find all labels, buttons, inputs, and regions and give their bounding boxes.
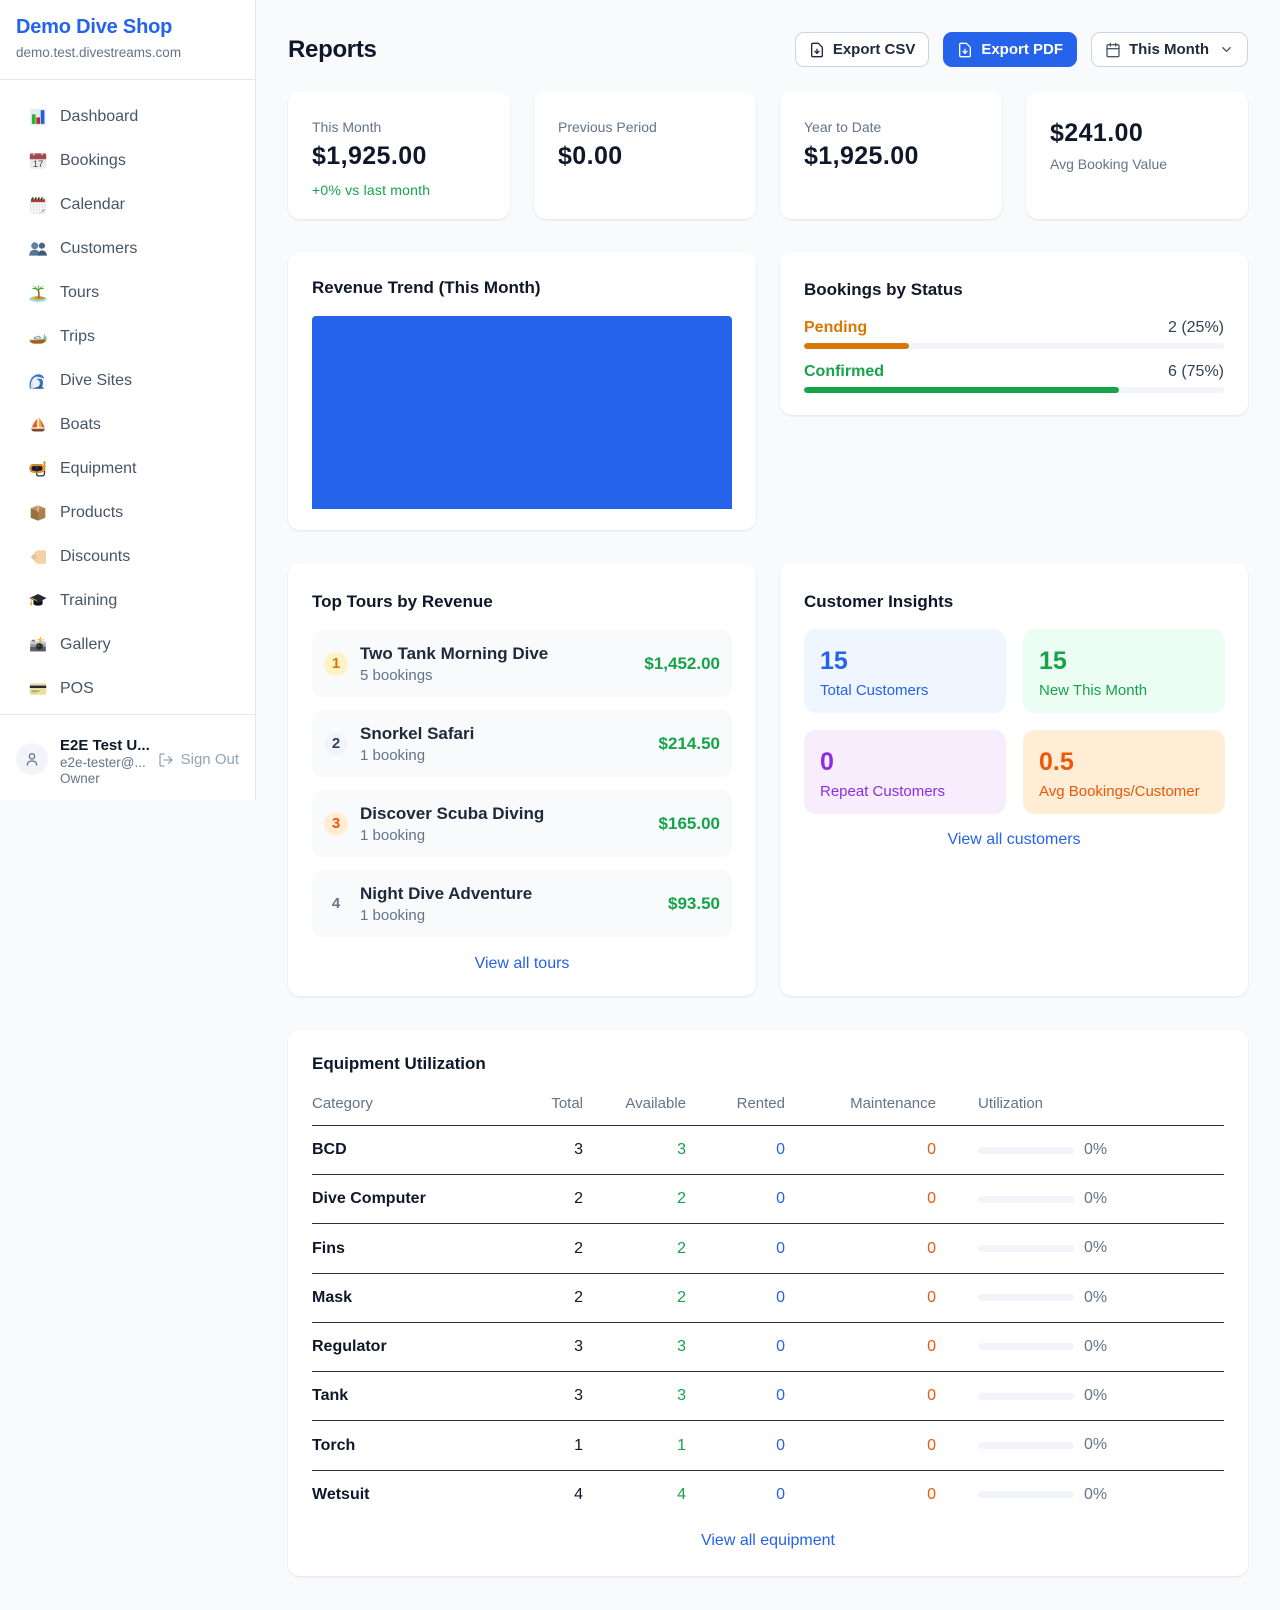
svg-text:17: 17 <box>33 158 43 169</box>
